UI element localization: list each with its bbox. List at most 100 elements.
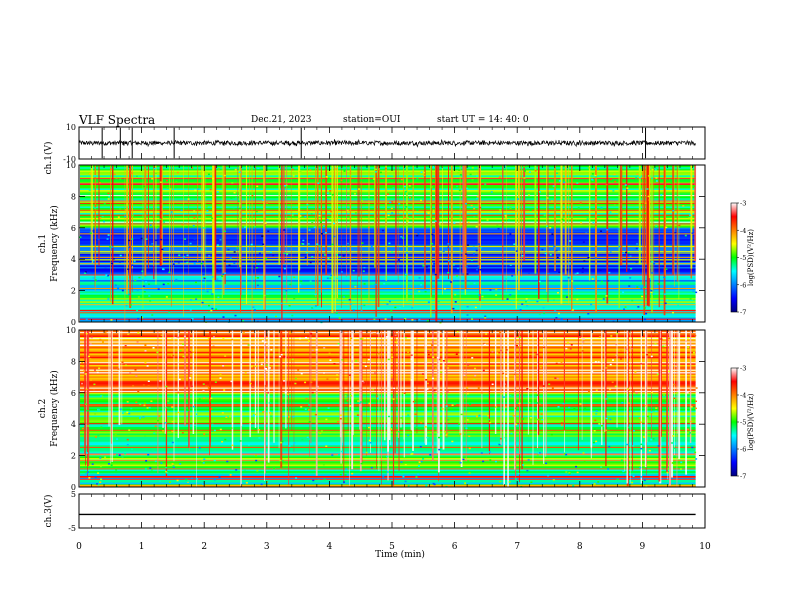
ch1-spectrogram-speckle (655, 177, 658, 179)
ch2-spectrogram-speckle (451, 440, 454, 443)
ch1-spectrogram-speckle (613, 173, 616, 176)
ch2-spectrogram-speckle (370, 389, 373, 391)
ch2-spectrogram-speckle (295, 477, 298, 479)
ch1-spectrogram-speckle (263, 294, 266, 297)
ch1-spectrogram-speckle (109, 246, 112, 248)
ch2-spectrogram-speckle (504, 406, 507, 408)
ch2-spectrogram-speckle (467, 364, 470, 366)
ch1-spectrogram-speckle (374, 283, 377, 286)
ch1-spectrogram-speckle (479, 206, 482, 209)
ch2-spectrogram-speckle (156, 351, 159, 354)
ch1-spectrogram-speckle (131, 214, 134, 217)
ch1-spectrogram-speckle (209, 188, 212, 191)
ch1-spectrogram-ytick-label: 8 (71, 192, 76, 201)
ch1-spectrogram-speckle (104, 266, 107, 269)
ch1-spectrogram-speckle (590, 303, 593, 306)
ch1-spectrogram-speckle (655, 225, 658, 227)
ch1-spectrogram-band (80, 281, 696, 284)
ch2-spectrogram-speckle (81, 427, 84, 430)
ch2-spectrogram-speckle (258, 428, 261, 431)
ch2-spectrogram-speckle (673, 383, 676, 386)
ch2-spectrogram-speckle (615, 343, 618, 346)
ch2-spectrogram-speckle (213, 478, 216, 481)
ch1-spectrogram-speckle (644, 202, 647, 205)
ch2-spectrogram-speckle (223, 389, 226, 391)
ch2-spectrogram-speckle (192, 351, 195, 354)
ch1-spectrogram-speckle (472, 246, 475, 249)
ch2-spectrogram-speckle (183, 335, 186, 338)
ch2-spectrogram-speckle (551, 387, 554, 390)
ch1-spectrogram-speckle (309, 261, 312, 264)
ch1-spectrogram-speckle (643, 307, 646, 309)
ch1-spectrogram-speckle (626, 187, 629, 189)
ch1-spectrogram-speckle (442, 250, 445, 253)
ch1-spectrogram-speckle (195, 298, 198, 300)
ch1-spectrogram-speckle (106, 238, 109, 240)
ch2-spectrogram-speckle (668, 337, 671, 340)
ch1-spectrogram-speckle (149, 300, 152, 302)
x-tick-label: 10 (699, 542, 711, 552)
ch2-spectrogram-speckle (288, 416, 291, 418)
ch1-spectrogram-speckle (416, 177, 419, 180)
ch1-spectrogram-speckle (227, 248, 230, 251)
ch1-spectrogram-speckle (311, 222, 314, 224)
ch1-spectrogram-speckle (108, 196, 111, 198)
ch1-spectrogram-speckle (459, 174, 462, 176)
ch2-spectrogram-speckle (172, 465, 175, 467)
ch2-spectrogram-speckle (582, 341, 585, 343)
ch1-spectrogram-speckle (286, 253, 289, 255)
ch1-spectrogram-band (80, 230, 696, 233)
ch2-spectrogram-speckle (414, 413, 417, 416)
ch1-waveform-ytick-label: -10 (63, 155, 76, 164)
ch1-spectrogram-band (80, 223, 696, 227)
ch1-spectrogram-speckle (252, 306, 255, 308)
ch2-spectrogram-speckle (365, 451, 368, 454)
ch1-spectrogram-speckle (534, 169, 537, 172)
ch1-spectrogram-speckle (427, 301, 430, 303)
ch1-spectrogram-speckle (266, 202, 269, 204)
ch2-spectrogram-speckle (162, 430, 165, 432)
ch2-spectrogram-speckle (94, 476, 97, 479)
ch2-spectrogram-speckle (192, 405, 195, 408)
ch1-spectrogram-speckle (505, 216, 508, 218)
ch2-spectrogram-speckle (566, 341, 569, 344)
ch1-spectrogram-speckle (624, 306, 627, 308)
ch2-spectrogram-speckle (422, 457, 425, 460)
ch1-spectrogram-speckle (233, 251, 236, 253)
ch1-spectrogram-speckle (405, 273, 408, 276)
ch1-spectrogram-speckle (474, 306, 477, 309)
ch2-spectrogram-speckle (575, 382, 578, 385)
ch2-spectrogram-speckle (518, 336, 521, 338)
ch2-spectrogram-speckle (438, 436, 441, 439)
ch2-spectrogram-speckle (219, 428, 222, 431)
ch2-spectrogram-speckle (323, 347, 326, 349)
ch1-spectrogram-speckle (210, 309, 213, 312)
ch1-spectrogram-band (80, 312, 696, 315)
ch1-spectrogram-speckle (471, 318, 474, 320)
ch2-spectrogram-speckle (370, 332, 373, 334)
ch2-spectrogram-speckle (415, 426, 418, 428)
ch1-spectrogram-band (80, 315, 696, 318)
ch1-spectrogram-speckle (645, 312, 648, 315)
ch2-spectrogram-speckle (142, 384, 145, 386)
ch1-spectrogram-band (80, 218, 696, 222)
ch2-spectrogram-speckle (89, 343, 92, 345)
ch1-spectrogram-speckle (433, 263, 436, 265)
ch1-spectrogram-speckle (114, 284, 117, 286)
ch1-spectrogram-speckle (644, 318, 647, 321)
ch2-spectrogram-speckle (505, 483, 508, 485)
ch2-spectrogram-speckle (178, 378, 181, 381)
ch1-spectrogram-speckle (107, 234, 110, 236)
ch1-spectrogram-speckle (398, 306, 401, 309)
ch1-spectrogram-band (80, 215, 696, 218)
ch2-spectrogram-speckle (695, 387, 698, 389)
ch1-spectrogram-speckle (434, 273, 437, 276)
ch1-spectrogram-speckle (582, 241, 585, 243)
ch2-spectrogram-speckle (121, 361, 124, 363)
ch2-spectrogram-speckle (281, 460, 284, 462)
ch1-spectrogram-speckle (161, 248, 164, 251)
ch1-spectrogram-speckle (666, 299, 669, 301)
ch1-spectrogram-speckle (420, 171, 423, 173)
ch2-spectrogram-speckle (375, 395, 378, 397)
ch1-spectrogram-speckle (216, 191, 219, 193)
